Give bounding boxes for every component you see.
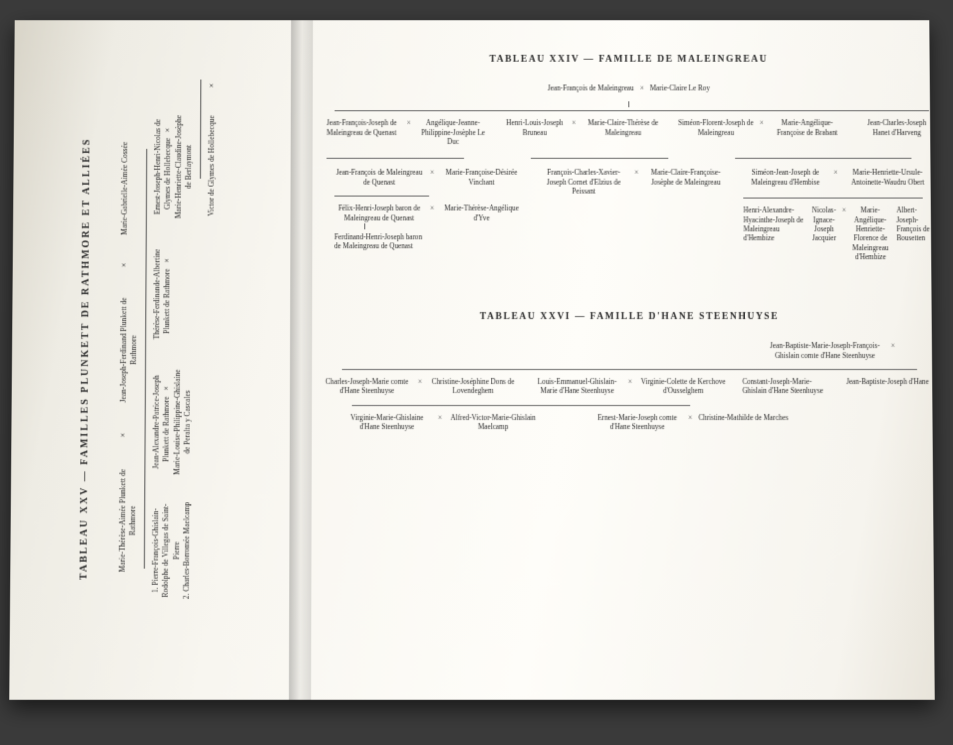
marriage-x: × [832,169,840,178]
marriage-x: × [428,205,436,214]
marriage-x: × [162,382,171,394]
person: Jean-Joseph-Ferdinand Plunkett de Rathmo… [119,295,140,405]
person: Virginie-Colette de Kerchove d'Ousselghe… [638,378,728,397]
person: Henri-Louis-Joseph Bruneau [503,120,566,139]
person: Henri-Alexandre-Hyacinthe-Joseph de Male… [743,207,804,263]
person: Jean-François de Maleingreau [548,84,634,93]
person: Jean-Charles-Joseph Hanet d'Harveng [859,120,936,139]
marriage-x: × [758,120,766,129]
person: Christine-Joséphine Dons de Lovendeghem [428,378,518,397]
person: Jean-Baptiste-Joseph d'Hane [846,378,929,397]
marriage-x: × [570,120,578,129]
tree-connector [364,223,365,229]
marriage-x: × [119,429,139,441]
marriage-x: × [632,169,640,178]
person: Louis-Emmanuel-Ghislain-Marie d'Hane Ste… [532,378,622,397]
person: Marie-Angélique-Henriette-Florence de Ma… [852,207,889,263]
marriage-x: × [889,342,897,351]
tableau-xxiv-title: TABLEAU XXIV — FAMILLE DE MALEINGREAU [323,55,935,65]
marriage-x: × [164,124,173,136]
person: Marie-Louise-Philippine-Ghislaine de Per… [172,367,193,477]
person: Christine-Mathilde de Marches [698,414,788,423]
marriage-x: × [163,255,172,267]
marriage-x: × [428,169,436,178]
page-fold [289,20,313,700]
person: Marie-Claire-Thérèse de Maleingreau [582,120,664,139]
person: Marie-Françoise-Désirée Vinchant [440,169,523,188]
tree-connector [342,369,917,370]
marriage-x: × [207,80,217,92]
person: Jean-Baptiste-Marie-Joseph-François-Ghis… [765,342,885,361]
marriage-x: × [120,259,140,271]
person: Marie-Henriette-Ursule-Antoinette-Waudru… [844,169,932,188]
tree-connector [200,80,201,179]
person: Albert-Joseph-François de Bousetten [896,207,932,263]
person: Ferdinand-Henri-Joseph baron de Maleingr… [334,233,424,252]
person: Alfred-Victor-Marie-Ghislain Maelcamp [448,414,538,433]
marriage-x: × [638,84,646,93]
tree-connector [735,158,912,159]
person: 1. Pierre-François-Ghislain-Rodolphe de … [151,495,192,606]
person: Marie-Thérèse-Angélique d'Yve [440,205,523,224]
person: Jean-François de Maleingreau de Quenast [334,169,424,188]
tableau-xxv: TABLEAU XXV — FAMILLES PLUNKETT DE RATHM… [78,40,223,680]
book-page: TABLEAU XXV — FAMILLES PLUNKETT DE RATHM… [9,20,934,700]
marriage-x: × [405,120,413,129]
person: Félix-Henri-Joseph baron de Maleingreau … [334,205,424,224]
person: Charles-Joseph-Marie comte d'Hane Steenh… [322,378,412,397]
person: Constant-Joseph-Marie-Ghislain d'Hane St… [742,378,832,397]
marriage-x: × [686,414,694,423]
person: Marie-Claire Le Roy [650,84,710,93]
person: Siméon-Florent-Joseph de Maleingreau [678,120,754,139]
tree-connector [334,196,428,197]
person: Marie-Gabrielle-Aimée Cossée [120,142,141,235]
person: Marie-Thérèse-Aimée Plunkett de Rathmore [118,465,139,576]
person: Victor de Glymes de Hollebecque [206,115,217,216]
marriage-x: × [436,414,444,423]
left-page-rotated: TABLEAU XXV — FAMILLES PLUNKETT DE RATHM… [9,20,291,700]
marriage-x: × [840,207,848,216]
person: François-Charles-Xavier-Joseph Cornet d'… [539,169,629,197]
person: Jean-François-Joseph de Maleingreau de Q… [323,120,401,139]
person: Nicolas-Ignace-Joseph Jacquier [812,207,837,244]
tableau-xxvi-title: TABLEAU XXVI — FAMILLE D'HANE STEENHUYSE [322,312,937,322]
tree-connector [628,102,629,108]
tableau-xxv-title: TABLEAU XXV — FAMILLES PLUNKETT DE RATHM… [78,40,93,680]
person: Marie-Henriette-Claudine-Josèphe de Berl… [173,112,194,221]
person: Marie-Angélique-Françoise de Brabant [770,120,845,139]
tree-connector [327,158,464,159]
person: Ernest-Marie-Joseph comte d'Hane Steenhu… [592,414,682,433]
tree-connector [352,405,691,406]
person: Virginie-Marie-Ghislaine d'Hane Steenhuy… [342,414,432,433]
tree-connector [144,149,147,569]
marriage-x: × [416,378,424,387]
person: Siméon-Jean-Joseph de Maleingreau d'Hemb… [743,169,828,188]
tableau-xxvi-tree: Jean-Baptiste-Marie-Joseph-François-Ghis… [322,342,938,432]
tree-connector [743,198,922,199]
tree-connector [335,111,929,112]
tableau-xxiv-tree: Jean-François de Maleingreau × Marie-Cla… [322,84,936,270]
person: Marie-Claire-Françoise-Josèphe de Malein… [644,169,727,188]
tree-connector [531,158,668,159]
marriage-x: × [626,378,634,387]
person: Angélique-Jeanne-Philippine-Josèphe Le D… [417,120,489,148]
right-page: TABLEAU XXIV — FAMILLE DE MALEINGREAU Je… [311,20,950,745]
